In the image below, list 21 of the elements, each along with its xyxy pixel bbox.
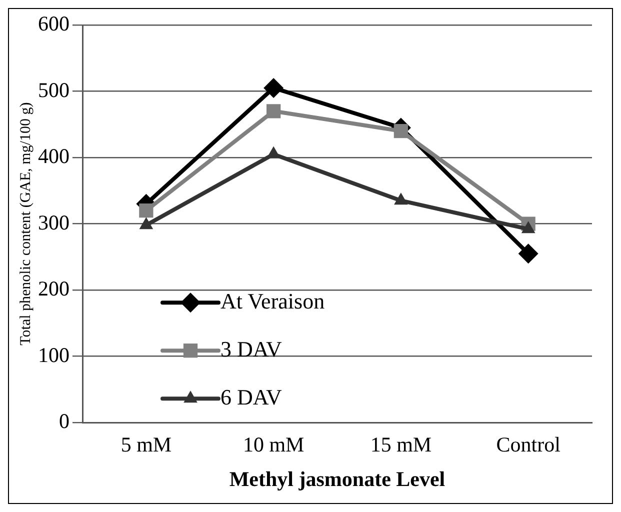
y-tick-label: 100 [38, 342, 70, 367]
point [139, 203, 154, 218]
x-tick-label: 5 mM [120, 432, 172, 457]
legend-label: 6 DAV [220, 384, 282, 410]
y-tick-label: 300 [38, 210, 70, 234]
y-axis-title: Total phenolic content (GAE, mg/100 g) [18, 102, 34, 346]
point [394, 124, 408, 138]
y-tick-label: 0 [59, 409, 70, 434]
y-tick-label: 200 [38, 276, 70, 301]
legend-label: 3 DAV [220, 336, 282, 362]
x-tick-label: 15 mM [370, 432, 432, 457]
y-tick-label: 400 [38, 144, 70, 168]
y-tick-label: 500 [38, 78, 70, 102]
legend-label: At Veraison [220, 288, 325, 314]
x-axis-title: Methyl jasmonate Level [229, 466, 446, 491]
x-tick-label: 10 mM [242, 432, 305, 457]
x-tick-label: Control [496, 432, 561, 457]
point [264, 78, 284, 98]
y-tick-label: 600 [38, 12, 70, 36]
point [518, 244, 538, 264]
point [266, 104, 281, 118]
